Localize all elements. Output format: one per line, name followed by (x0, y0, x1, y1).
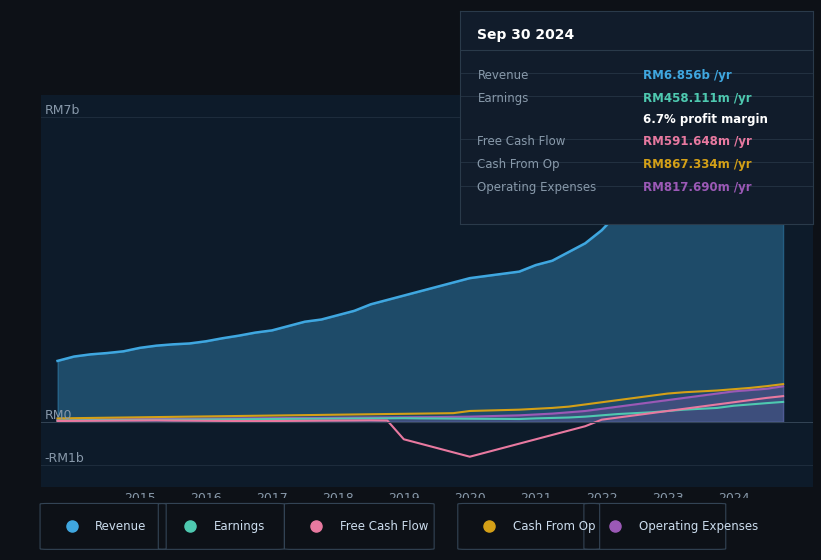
Text: -RM1b: -RM1b (44, 452, 84, 465)
Text: RM817.690m /yr: RM817.690m /yr (644, 181, 752, 194)
Text: RM6.856b /yr: RM6.856b /yr (644, 69, 732, 82)
Text: Free Cash Flow: Free Cash Flow (478, 134, 566, 148)
Text: Cash From Op: Cash From Op (478, 158, 560, 171)
Text: RM0: RM0 (44, 409, 72, 422)
Text: RM7b: RM7b (44, 104, 80, 117)
Text: Revenue: Revenue (95, 520, 147, 533)
Text: Earnings: Earnings (478, 92, 529, 105)
Text: Operating Expenses: Operating Expenses (639, 520, 759, 533)
Text: Operating Expenses: Operating Expenses (478, 181, 597, 194)
Text: RM867.334m /yr: RM867.334m /yr (644, 158, 752, 171)
Text: Sep 30 2024: Sep 30 2024 (478, 28, 575, 42)
Text: Earnings: Earnings (213, 520, 265, 533)
Text: RM458.111m /yr: RM458.111m /yr (644, 92, 752, 105)
Text: Revenue: Revenue (478, 69, 529, 82)
Text: Free Cash Flow: Free Cash Flow (340, 520, 428, 533)
Text: Cash From Op: Cash From Op (513, 520, 595, 533)
Text: 6.7% profit margin: 6.7% profit margin (644, 113, 768, 127)
Text: RM591.648m /yr: RM591.648m /yr (644, 134, 752, 148)
